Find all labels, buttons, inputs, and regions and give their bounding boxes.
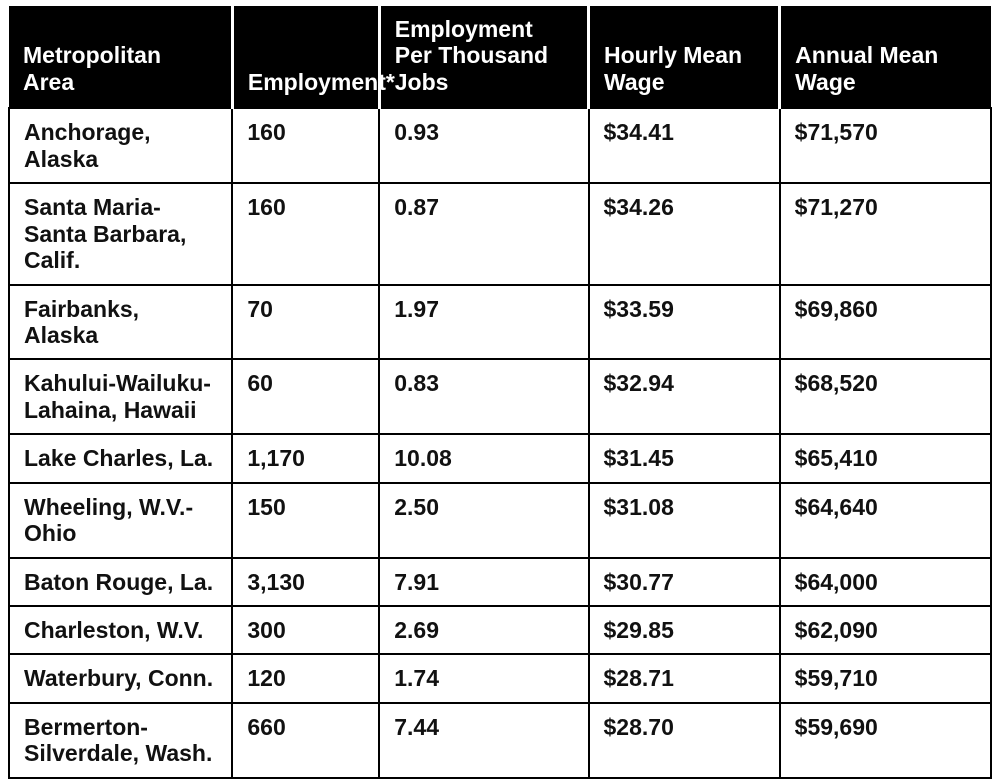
cell-emp-per-thousand: 1.97 bbox=[379, 285, 588, 360]
col-header-emp-per-thousand: Employment Per Thousand Jobs bbox=[379, 6, 588, 108]
table-header: Metropolitan Area Employment* Employment… bbox=[9, 6, 991, 108]
cell-metro: Fairbanks, Alaska bbox=[9, 285, 232, 360]
cell-hourly-wage: $29.85 bbox=[589, 606, 780, 654]
cell-annual-wage: $64,000 bbox=[780, 558, 991, 606]
table-row: Baton Rouge, La. 3,130 7.91 $30.77 $64,0… bbox=[9, 558, 991, 606]
cell-emp-per-thousand: 1.74 bbox=[379, 654, 588, 702]
cell-employment: 1,170 bbox=[232, 434, 379, 482]
cell-hourly-wage: $28.70 bbox=[589, 703, 780, 778]
cell-employment: 660 bbox=[232, 703, 379, 778]
cell-hourly-wage: $32.94 bbox=[589, 359, 780, 434]
cell-metro: Charleston, W.V. bbox=[9, 606, 232, 654]
cell-hourly-wage: $34.26 bbox=[589, 183, 780, 284]
cell-emp-per-thousand: 7.91 bbox=[379, 558, 588, 606]
cell-annual-wage: $59,690 bbox=[780, 703, 991, 778]
cell-emp-per-thousand: 2.69 bbox=[379, 606, 588, 654]
cell-employment: 120 bbox=[232, 654, 379, 702]
cell-emp-per-thousand: 7.44 bbox=[379, 703, 588, 778]
col-header-annual-wage: Annual Mean Wage bbox=[780, 6, 991, 108]
cell-emp-per-thousand: 10.08 bbox=[379, 434, 588, 482]
cell-hourly-wage: $31.45 bbox=[589, 434, 780, 482]
cell-annual-wage: $65,410 bbox=[780, 434, 991, 482]
cell-metro: Kahului-Wailuku-Lahaina, Hawaii bbox=[9, 359, 232, 434]
cell-annual-wage: $68,520 bbox=[780, 359, 991, 434]
cell-employment: 300 bbox=[232, 606, 379, 654]
col-header-employment: Employment* bbox=[232, 6, 379, 108]
data-table: Metropolitan Area Employment* Employment… bbox=[8, 6, 992, 779]
table-row: Bermerton-Silverdale, Wash. 660 7.44 $28… bbox=[9, 703, 991, 778]
cell-hourly-wage: $30.77 bbox=[589, 558, 780, 606]
cell-employment: 160 bbox=[232, 183, 379, 284]
cell-employment: 160 bbox=[232, 108, 379, 183]
col-header-metro: Metropolitan Area bbox=[9, 6, 232, 108]
cell-hourly-wage: $34.41 bbox=[589, 108, 780, 183]
table-row: Santa Maria-Santa Barbara, Calif. 160 0.… bbox=[9, 183, 991, 284]
table-row: Kahului-Wailuku-Lahaina, Hawaii 60 0.83 … bbox=[9, 359, 991, 434]
page-wrap: Metropolitan Area Employment* Employment… bbox=[0, 0, 1000, 627]
table-row: Charleston, W.V. 300 2.69 $29.85 $62,090 bbox=[9, 606, 991, 654]
cell-annual-wage: $59,710 bbox=[780, 654, 991, 702]
cell-employment: 150 bbox=[232, 483, 379, 558]
cell-metro: Lake Charles, La. bbox=[9, 434, 232, 482]
table-row: Fairbanks, Alaska 70 1.97 $33.59 $69,860 bbox=[9, 285, 991, 360]
cell-emp-per-thousand: 0.93 bbox=[379, 108, 588, 183]
cell-metro: Waterbury, Conn. bbox=[9, 654, 232, 702]
cell-emp-per-thousand: 0.87 bbox=[379, 183, 588, 284]
cell-employment: 70 bbox=[232, 285, 379, 360]
table-header-row: Metropolitan Area Employment* Employment… bbox=[9, 6, 991, 108]
cell-hourly-wage: $33.59 bbox=[589, 285, 780, 360]
table-row: Wheeling, W.V.-Ohio 150 2.50 $31.08 $64,… bbox=[9, 483, 991, 558]
cell-metro: Wheeling, W.V.-Ohio bbox=[9, 483, 232, 558]
cell-metro: Bermerton-Silverdale, Wash. bbox=[9, 703, 232, 778]
table-row: Waterbury, Conn. 120 1.74 $28.71 $59,710 bbox=[9, 654, 991, 702]
table-row: Anchorage, Alaska 160 0.93 $34.41 $71,57… bbox=[9, 108, 991, 183]
cell-employment: 60 bbox=[232, 359, 379, 434]
cell-annual-wage: $64,640 bbox=[780, 483, 991, 558]
cell-employment: 3,130 bbox=[232, 558, 379, 606]
cell-annual-wage: $62,090 bbox=[780, 606, 991, 654]
cell-emp-per-thousand: 2.50 bbox=[379, 483, 588, 558]
cell-metro: Santa Maria-Santa Barbara, Calif. bbox=[9, 183, 232, 284]
col-header-hourly-wage: Hourly Mean Wage bbox=[589, 6, 780, 108]
cell-annual-wage: $69,860 bbox=[780, 285, 991, 360]
cell-metro: Baton Rouge, La. bbox=[9, 558, 232, 606]
cell-annual-wage: $71,570 bbox=[780, 108, 991, 183]
cell-emp-per-thousand: 0.83 bbox=[379, 359, 588, 434]
cell-metro: Anchorage, Alaska bbox=[9, 108, 232, 183]
cell-hourly-wage: $28.71 bbox=[589, 654, 780, 702]
table-row: Lake Charles, La. 1,170 10.08 $31.45 $65… bbox=[9, 434, 991, 482]
cell-annual-wage: $71,270 bbox=[780, 183, 991, 284]
cell-hourly-wage: $31.08 bbox=[589, 483, 780, 558]
table-body: Anchorage, Alaska 160 0.93 $34.41 $71,57… bbox=[9, 108, 991, 777]
